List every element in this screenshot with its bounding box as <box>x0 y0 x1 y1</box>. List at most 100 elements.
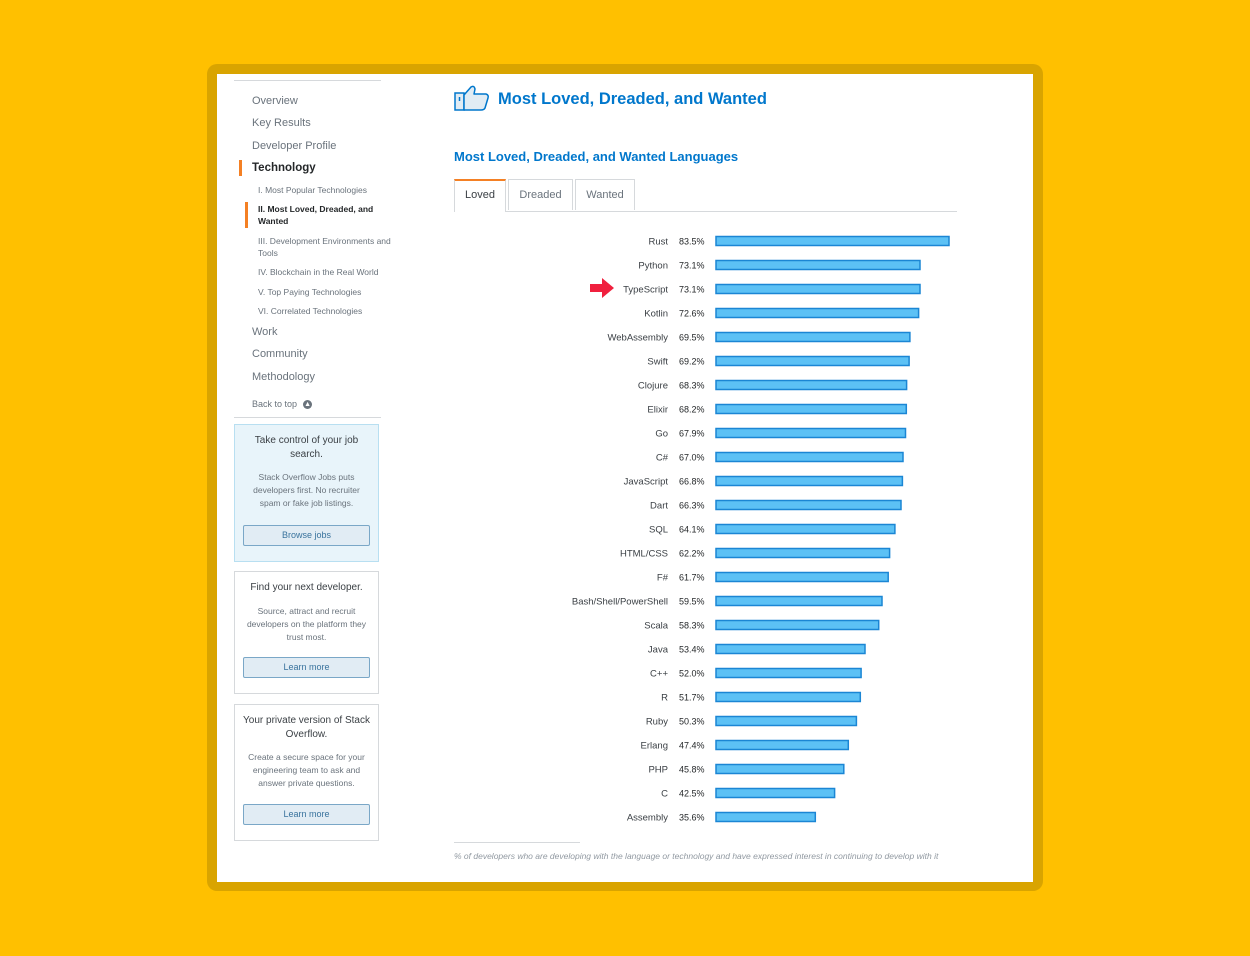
bar-webassembly[interactable] <box>715 331 911 343</box>
bar-ruby[interactable] <box>715 715 858 727</box>
subnav-most-loved[interactable]: II. Most Loved, Dreaded, and Wanted <box>258 204 374 226</box>
bar-rust[interactable] <box>715 235 950 247</box>
bar-value-label: 52.0% <box>679 669 705 679</box>
tab-loved[interactable]: Loved <box>454 179 506 212</box>
tab-bar: Loved Dreaded Wanted <box>454 179 957 212</box>
highlight-arrow-icon <box>590 278 614 298</box>
bar-category-label: Elixir <box>647 405 668 416</box>
nav-item-community[interactable]: Community <box>252 348 308 360</box>
bar-value-label: 69.5% <box>679 333 705 343</box>
bar-elixir[interactable] <box>715 403 908 415</box>
bar-value-label: 69.2% <box>679 357 705 367</box>
bar-c-[interactable] <box>715 667 862 679</box>
bar-value-label: 66.3% <box>679 501 705 511</box>
subnav-dev-environments[interactable]: III. Development Environments and Tools <box>258 236 391 258</box>
bar-c[interactable] <box>715 787 836 799</box>
bar-php[interactable] <box>715 763 845 775</box>
active-subsection-indicator <box>245 202 248 228</box>
bar-category-label: R <box>661 693 668 704</box>
browse-jobs-button[interactable]: Browse jobs <box>243 525 370 546</box>
learn-more-talent-button[interactable]: Learn more <box>243 657 370 678</box>
bar-category-label: HTML/CSS <box>620 549 668 560</box>
nav-item-key-results[interactable]: Key Results <box>252 117 311 129</box>
bar-value-label: 45.8% <box>679 765 705 775</box>
chevron-up-icon: ▲ <box>303 400 313 410</box>
bar-value-label: 67.9% <box>679 429 705 439</box>
promo-title: Find your next developer. <box>250 582 363 593</box>
subnav-top-paying[interactable]: V. Top Paying Technologies <box>258 287 362 297</box>
bar-category-label: Erlang <box>641 741 668 752</box>
bar-category-label: Python <box>638 261 668 272</box>
bar-value-label: 83.5% <box>679 237 705 247</box>
bar-category-label: Clojure <box>638 381 668 392</box>
nav-item-overview[interactable]: Overview <box>252 95 298 107</box>
section-title: Most Loved, Dreaded, and Wanted Language… <box>454 149 739 164</box>
promo-jobs: Take control of your job search. Stack O… <box>234 424 379 562</box>
bar-value-label: 68.2% <box>679 405 705 415</box>
promo-title: Your private version of Stack Overflow. <box>243 715 370 740</box>
active-section-indicator <box>239 160 242 176</box>
bar-value-label: 64.1% <box>679 525 705 535</box>
subnav-correlated[interactable]: VI. Correlated Technologies <box>258 306 363 316</box>
bar-typescript[interactable] <box>715 283 921 295</box>
tab-dreaded[interactable]: Dreaded <box>508 179 573 210</box>
thumbs-up-icon <box>454 85 489 111</box>
bar-category-label: C# <box>656 453 669 464</box>
bar-erlang[interactable] <box>715 739 850 751</box>
sidebar-nav: Overview Key Results Developer Profile T… <box>217 74 417 882</box>
bar-clojure[interactable] <box>715 379 908 391</box>
bar-value-label: 59.5% <box>679 597 705 607</box>
bar-r[interactable] <box>715 691 862 703</box>
bar-bash-shell-powershell[interactable] <box>715 595 883 607</box>
page-title: Most Loved, Dreaded, and Wanted <box>498 90 767 108</box>
bar-value-label: 73.1% <box>679 261 705 271</box>
bar-sql[interactable] <box>715 523 896 535</box>
tab-wanted[interactable]: Wanted <box>575 179 635 210</box>
bar-value-label: 53.4% <box>679 645 705 655</box>
bar-c-[interactable] <box>715 451 904 463</box>
bar-category-label: C <box>661 789 668 800</box>
nav-item-developer-profile[interactable]: Developer Profile <box>252 140 337 152</box>
bar-value-label: 67.0% <box>679 453 705 463</box>
subnav-most-popular[interactable]: I. Most Popular Technologies <box>258 185 367 195</box>
bar-category-label: Rust <box>648 237 668 248</box>
back-to-top-link[interactable]: Back to top ▲ <box>252 399 313 410</box>
bar-value-label: 35.6% <box>679 813 705 823</box>
promo-title: Take control of your job search. <box>254 435 359 460</box>
bar-java[interactable] <box>715 643 866 655</box>
bar-f-[interactable] <box>715 571 889 583</box>
bar-assembly[interactable] <box>715 811 817 823</box>
bar-category-label: Scala <box>644 621 668 632</box>
bar-category-label: SQL <box>649 525 668 536</box>
bar-value-label: 73.1% <box>679 285 705 295</box>
promo-body: Stack Overflow Jobs puts developers firs… <box>253 472 360 508</box>
bar-go[interactable] <box>715 427 907 439</box>
loved-languages-chart: Rust 83.5% Python 73.1% TypeScript 73.1% Kotli… <box>572 235 950 824</box>
subnav-blockchain[interactable]: IV. Blockchain in the Real World <box>258 267 379 277</box>
bar-python[interactable] <box>715 259 921 271</box>
bar-value-label: 51.7% <box>679 693 705 703</box>
bar-kotlin[interactable] <box>715 307 920 319</box>
bar-html-css[interactable] <box>715 547 891 559</box>
bar-value-label: 72.6% <box>679 309 705 319</box>
bar-swift[interactable] <box>715 355 910 367</box>
bar-category-label: Assembly <box>627 813 668 824</box>
bar-category-label: Bash/Shell/PowerShell <box>572 597 668 608</box>
nav-item-methodology[interactable]: Methodology <box>252 371 315 383</box>
bar-value-label: 58.3% <box>679 621 705 631</box>
bar-category-label: C++ <box>650 669 668 680</box>
bar-category-label: TypeScript <box>623 285 668 296</box>
bar-scala[interactable] <box>715 619 880 631</box>
bar-category-label: Java <box>648 645 669 656</box>
bar-category-label: F# <box>657 573 669 584</box>
bar-dart[interactable] <box>715 499 902 511</box>
nav-item-technology[interactable]: Technology <box>252 162 316 174</box>
nav-item-work[interactable]: Work <box>252 326 278 338</box>
bar-category-label: Dart <box>650 501 668 512</box>
bar-javascript[interactable] <box>715 475 904 487</box>
back-to-top-label: Back to top <box>252 399 298 409</box>
bar-value-label: 68.3% <box>679 381 705 391</box>
bar-value-label: 61.7% <box>679 573 705 583</box>
learn-more-teams-button[interactable]: Learn more <box>243 804 370 825</box>
sidebar-divider <box>234 417 381 418</box>
